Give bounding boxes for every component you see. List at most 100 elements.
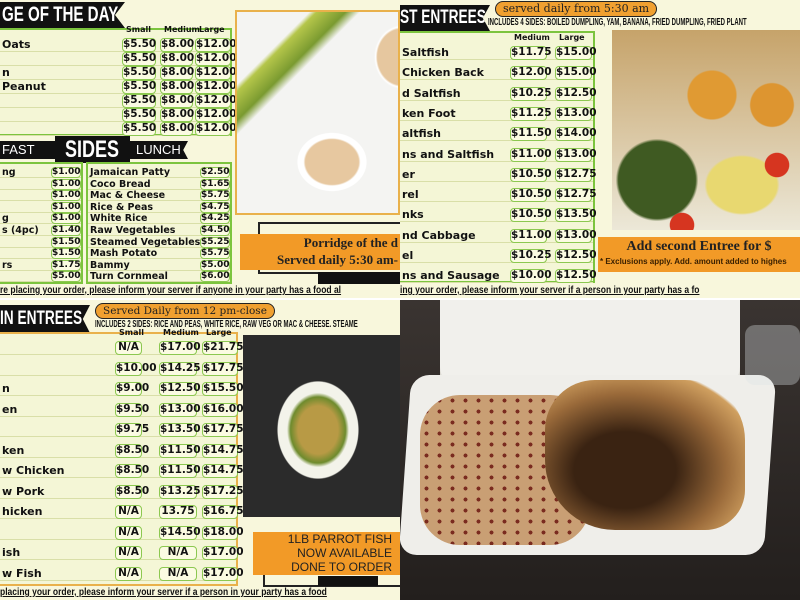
table-row[interactable]: w Chicken $8.50 $11.50 $14.75 <box>0 464 244 478</box>
price-tag: $5.50 <box>122 122 157 136</box>
table-row[interactable]: $1.00 <box>0 201 81 213</box>
table-row[interactable]: Mash Potato $5.75 <box>88 248 230 260</box>
price-tag: $10.25 <box>510 249 552 263</box>
table-row[interactable]: ken $8.50 $11.50 $14.75 <box>0 443 244 458</box>
item-name: Mash Potato <box>90 248 158 260</box>
price-tag: $5.00 <box>200 259 230 271</box>
allergy-notice: ing your order, please inform your serve… <box>400 285 700 296</box>
item-name: n <box>2 66 10 79</box>
table-row[interactable]: ken Foot $11.25 $13.00 <box>400 106 597 121</box>
item-name: Jamaican Patty <box>90 167 171 178</box>
table-row[interactable]: $5.00 <box>0 271 81 283</box>
price-tag: $14.25 <box>159 361 201 376</box>
price-tag: $14.75 <box>202 464 244 478</box>
item-name: rs <box>2 259 13 271</box>
item-name: ish <box>2 546 21 559</box>
table-row[interactable]: ish N/A N/A $17.00 <box>0 546 244 560</box>
price-tag: $12.00 <box>510 66 552 81</box>
price-tag: 13.75 <box>159 505 197 519</box>
table-row[interactable]: $5.50 $8.00 $12.00 <box>0 52 237 66</box>
table-row[interactable]: Chicken Back $12.00 $15.00 <box>400 66 597 81</box>
price-tag: $15.50 <box>202 382 244 396</box>
table-row[interactable]: Saltfish $11.75 $15.00 <box>400 46 597 60</box>
price-tag: $17.00 <box>159 341 201 355</box>
table-row[interactable]: g $1.00 <box>0 213 81 225</box>
table-row[interactable]: el $10.25 $12.50 <box>400 249 597 263</box>
table-row[interactable]: Turn Cornmeal $6.00 <box>88 271 230 283</box>
table-row[interactable]: Oats $5.50 $8.00 $12.00 <box>0 38 237 52</box>
price-tag: $21.75 <box>202 341 244 355</box>
table-row[interactable]: White Rice $4.25 <box>88 213 230 225</box>
table-row[interactable]: ns and Saltfish $11.00 $13.00 <box>400 147 597 162</box>
table-row[interactable]: N/A $14.50 $18.00 <box>0 525 244 540</box>
table-row[interactable]: $1.00 <box>0 190 81 202</box>
price-tag: N/A <box>115 505 142 519</box>
table-row[interactable]: Mac & Cheese $5.75 <box>88 190 230 202</box>
table-row[interactable]: $5.50 $8.00 $12.00 <box>0 94 237 108</box>
table-row[interactable]: er $10.50 $12.75 <box>400 167 597 182</box>
table-row[interactable]: $1.50 <box>0 248 81 260</box>
breakfast-entrees-banner-text: ST ENTREES <box>400 7 486 28</box>
price-tag: $8.50 <box>115 484 150 499</box>
table-row[interactable]: en $9.50 $13.00 $16.00 <box>0 402 244 417</box>
lunch-entrees-banner-text: IN ENTREES <box>0 308 83 329</box>
table-row[interactable]: n $5.50 $8.00 $12.00 <box>0 66 237 80</box>
sides-tab-lunch[interactable]: LUNCH <box>128 141 188 159</box>
price-tag: $12.50 <box>555 249 597 263</box>
table-row[interactable]: s (4pc) $1.40 <box>0 225 81 236</box>
table-row[interactable]: Bammy $5.00 <box>88 259 230 271</box>
table-row[interactable]: w Fish N/A N/A $17.00 <box>0 566 244 581</box>
price-tag: $8.00 <box>160 108 195 122</box>
table-row[interactable]: Raw Vegetables $4.50 <box>88 225 230 236</box>
price-tag: $13.25 <box>159 484 201 499</box>
table-row[interactable]: n $9.00 $12.50 $15.50 <box>0 382 244 396</box>
table-row[interactable]: nd Cabbage $11.00 $13.00 <box>400 228 597 243</box>
table-row[interactable]: rs $1.75 <box>0 259 81 271</box>
item-name: Steamed Vegetables <box>90 236 201 248</box>
item-name: hicken <box>2 505 43 518</box>
item-name: Coco Bread <box>90 178 151 190</box>
item-name: ns and Sausage <box>402 269 500 283</box>
breakfast-entrees-banner: ST ENTREES <box>400 5 490 31</box>
price-tag: $4.75 <box>200 201 230 213</box>
price-tag: $11.00 <box>510 147 552 162</box>
table-row[interactable]: d Saltfish $10.25 $12.50 <box>400 86 597 101</box>
price-tag: $5.75 <box>200 248 230 260</box>
table-row[interactable]: $5.50 $8.00 $12.00 <box>0 122 237 136</box>
table-row[interactable]: $1.50 <box>0 236 81 248</box>
table-row[interactable]: Steamed Vegetables $5.25 <box>88 236 230 248</box>
price-tag: $14.00 <box>555 127 597 142</box>
price-tag: $10.00 <box>510 269 552 284</box>
table-row[interactable]: ng $1.00 <box>0 167 81 178</box>
table-row[interactable]: nks $10.50 $13.50 <box>400 208 597 223</box>
price-tag: $12.00 <box>195 52 237 66</box>
price-tag: N/A <box>115 566 142 581</box>
price-tag: $5.50 <box>122 80 157 94</box>
item-name: w Pork <box>2 484 45 498</box>
price-tag: $9.50 <box>115 402 150 417</box>
price-tag: $1.75 <box>51 259 81 271</box>
table-row[interactable]: $1.00 <box>0 178 81 190</box>
table-row[interactable]: Jamaican Patty $2.50 <box>88 167 230 178</box>
item-name: er <box>402 167 415 181</box>
table-row[interactable]: w Pork $8.50 $13.25 $17.25 <box>0 484 244 499</box>
table-row[interactable]: rel $10.50 $12.75 <box>400 188 597 203</box>
allergy-notice: placing your order, please inform your s… <box>0 587 327 598</box>
sides-title: SIDES <box>55 136 130 163</box>
table-row[interactable]: $10.00 $14.25 $17.75 <box>0 361 244 376</box>
price-tag: $6.00 <box>200 271 230 283</box>
lunch-entrees-menu: IN ENTREES Served Daily from 12 pm-close… <box>0 300 400 600</box>
table-row[interactable]: hicken N/A 13.75 $16.75 <box>0 505 244 519</box>
table-row[interactable]: ns and Sausage $10.00 $12.50 <box>400 269 597 284</box>
item-name: ng <box>2 167 16 178</box>
table-row[interactable]: Peanut $5.50 $8.00 $12.00 <box>0 80 237 94</box>
table-row[interactable]: N/A $17.00 $21.75 <box>0 341 244 355</box>
table-row[interactable]: Coco Bread $1.65 <box>88 178 230 190</box>
price-tag: $10.50 <box>510 208 552 223</box>
table-row[interactable]: $9.75 $13.50 $17.75 <box>0 423 244 437</box>
price-tag: $5.50 <box>122 94 157 108</box>
table-row[interactable]: $5.50 $8.00 $12.00 <box>0 108 237 122</box>
promo-line: 1LB PARROT FISH <box>287 532 392 546</box>
table-row[interactable]: altfish $11.50 $14.00 <box>400 127 597 142</box>
table-row[interactable]: Rice & Peas $4.75 <box>88 201 230 213</box>
